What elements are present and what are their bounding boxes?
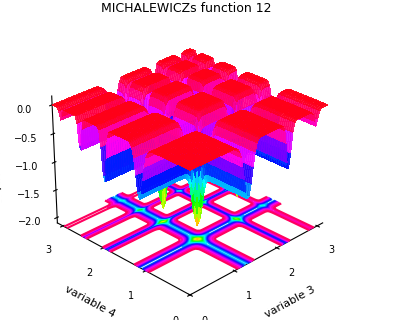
Title: MICHALEWICZs function 12: MICHALEWICZs function 12	[101, 2, 271, 15]
Y-axis label: variable 4: variable 4	[63, 284, 116, 320]
X-axis label: variable 3: variable 3	[264, 284, 317, 320]
